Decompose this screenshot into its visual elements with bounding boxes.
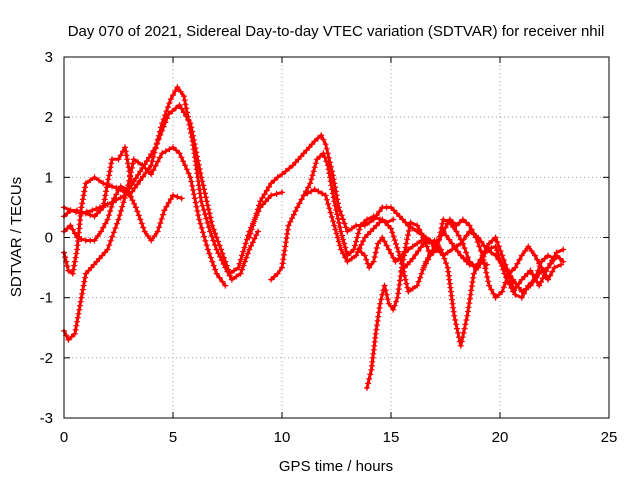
series-sat-f bbox=[246, 132, 438, 247]
chart-title: Day 070 of 2021, Sidereal Day-to-day VTE… bbox=[68, 23, 605, 40]
series-line bbox=[62, 145, 134, 218]
plus-markers bbox=[398, 237, 490, 349]
series-line bbox=[422, 218, 563, 300]
y-tick-label: -3 bbox=[40, 410, 53, 427]
axis-ticks: 0 5 10 15 20 25 -3 -2 -1 0 1 2 3 bbox=[40, 49, 618, 446]
y-tick-label: 3 bbox=[45, 49, 53, 66]
series-sat-g bbox=[268, 150, 397, 283]
series-line bbox=[62, 85, 260, 282]
plus-markers bbox=[61, 84, 261, 283]
plus-markers bbox=[268, 150, 397, 283]
y-tick-label: 1 bbox=[45, 169, 53, 186]
x-tick-label: 25 bbox=[601, 429, 618, 446]
series-sat-l bbox=[420, 216, 564, 301]
y-tick-label: 2 bbox=[45, 109, 53, 126]
y-tick-label: -2 bbox=[40, 350, 53, 367]
x-tick-label: 5 bbox=[169, 429, 177, 446]
x-tick-label: 0 bbox=[60, 429, 68, 446]
y-tick-label: -1 bbox=[40, 290, 53, 307]
x-axis-label: GPS time / hours bbox=[279, 458, 393, 475]
series-sat-k bbox=[398, 237, 490, 349]
series-sat-b bbox=[61, 84, 261, 283]
series-sat-j bbox=[364, 216, 558, 391]
y-tick-label: 0 bbox=[45, 230, 53, 247]
y-axis-label: SDTVAR / TECUs bbox=[8, 177, 25, 297]
x-tick-label: 15 bbox=[383, 429, 400, 446]
x-tick-label: 10 bbox=[274, 429, 291, 446]
x-tick-label: 20 bbox=[492, 429, 509, 446]
plus-markers bbox=[420, 216, 564, 301]
plus-markers bbox=[246, 132, 438, 247]
